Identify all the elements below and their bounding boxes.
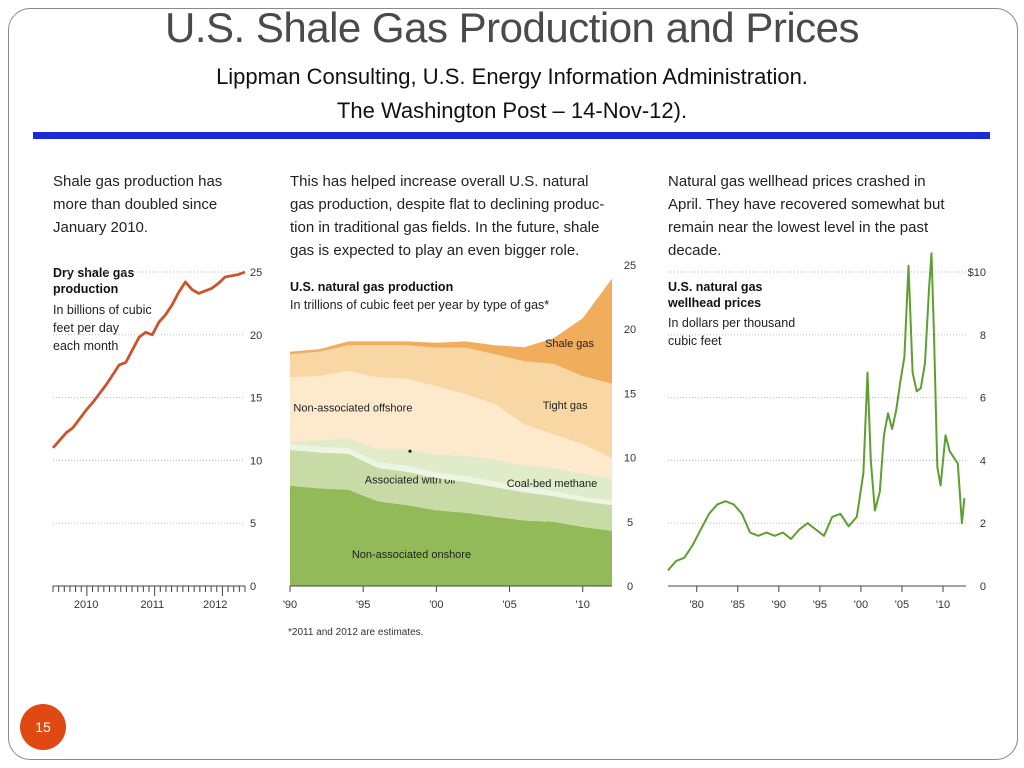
- area-alaska: [290, 444, 612, 506]
- shale-chart-subtitle: In billions of cubic feet per day each m…: [53, 301, 152, 355]
- y-tick-label: 8: [980, 330, 986, 342]
- y-tick-label: 15: [250, 393, 262, 405]
- x-tick-label: '95: [813, 599, 827, 611]
- x-tick-label: '05: [895, 599, 909, 611]
- prices-title-line: U.S. natural gas: [668, 280, 763, 294]
- shale-caption-line: more than doubled since: [53, 196, 218, 213]
- series-label: Non-associated offshore: [293, 402, 412, 414]
- series-label: Non-associated onshore: [352, 549, 471, 561]
- series-label: Associated with oil: [365, 474, 456, 486]
- x-tick-label: '95: [356, 599, 370, 611]
- x-tick-label: '90: [772, 599, 786, 611]
- prices-caption-line: April. They have recovered somewhat but: [668, 196, 945, 213]
- total-caption: This has helped increase overall U.S. na…: [290, 170, 604, 262]
- shale-subtitle-line: In billions of cubic: [53, 303, 152, 317]
- y-tick-label: 15: [624, 388, 636, 400]
- area-shale-gas: [290, 278, 612, 384]
- prices-caption: Natural gas wellhead prices crashed in A…: [668, 170, 945, 262]
- y-tick-label: 2: [980, 518, 986, 530]
- prices-subtitle-line: In dollars per thousand: [668, 316, 796, 330]
- y-tick-label: 10: [250, 455, 262, 467]
- x-tick-label: 2011: [140, 599, 164, 611]
- series-label: Tight gas: [543, 400, 588, 412]
- shale-caption-line: January 2010.: [53, 219, 149, 236]
- x-tick-label: '05: [502, 599, 516, 611]
- wellhead-price-line: [667, 252, 966, 571]
- y-tick-label: 4: [980, 455, 986, 467]
- slide-subtitle-line2: The Washington Post – 14-Nov-12).: [336, 98, 688, 123]
- alaska-marker: [408, 449, 412, 453]
- y-tick-label: 25: [250, 267, 262, 279]
- x-tick-label: '80: [690, 599, 704, 611]
- y-tick-label: $10: [968, 267, 986, 279]
- total-caption-line: gas production, despite flat to declinin…: [290, 196, 605, 213]
- shale-caption: Shale gas production has more than doubl…: [53, 170, 222, 239]
- x-tick-label: '00: [854, 599, 868, 611]
- total-caption-line: This has helped increase overall U.S. na…: [290, 173, 589, 190]
- area-coal-bed-methane: [290, 437, 612, 501]
- shale-production-line: [51, 270, 246, 449]
- total-caption-line: tion in traditional gas fields. In the f…: [290, 219, 600, 236]
- x-tick-label: '00: [429, 599, 443, 611]
- shale-caption-line: Shale gas production has: [53, 173, 223, 190]
- y-tick-label: 0: [980, 581, 986, 593]
- total-footnote: *2011 and 2012 are estimates.: [288, 627, 424, 638]
- y-tick-label: 0: [627, 581, 633, 593]
- prices-caption-line: decade.: [668, 242, 722, 259]
- shale-chart-title: Dry shale gas production: [53, 265, 134, 297]
- y-tick-label: 5: [627, 517, 633, 529]
- x-tick-label: '85: [731, 599, 745, 611]
- shale-subtitle-line: feet per day: [53, 321, 120, 335]
- shale-title-line: production: [53, 282, 119, 296]
- prices-caption-line: remain near the lowest level in the past: [668, 219, 929, 236]
- prices-chart-title: U.S. natural gas wellhead prices: [668, 279, 762, 311]
- slide-subtitle-line1: Lippman Consulting, U.S. Energy Informat…: [216, 64, 808, 89]
- total-caption-line: gas is expected to play an even bigger r…: [290, 242, 580, 259]
- prices-subtitle-line: cubic feet: [668, 334, 722, 348]
- prices-caption-line: Natural gas wellhead prices crashed in: [668, 173, 926, 190]
- total-chart-title: U.S. natural gas production: [290, 280, 454, 294]
- prices-title-line: wellhead prices: [668, 296, 762, 310]
- y-tick-label: 20: [624, 324, 636, 336]
- series-label: Shale gas: [545, 338, 594, 350]
- y-tick-label: 5: [250, 518, 256, 530]
- y-tick-label: 10: [624, 453, 636, 465]
- title-rule: [33, 132, 990, 139]
- x-tick-label: 2010: [74, 599, 98, 611]
- page-number-badge: 15: [20, 704, 66, 750]
- area-tight-gas: [290, 345, 612, 459]
- slide-title: U.S. Shale Gas Production and Prices: [164, 4, 860, 51]
- y-tick-label: 6: [980, 393, 986, 405]
- area-non-associated-offshore: [290, 370, 612, 479]
- prices-chart-subtitle: In dollars per thousand cubic feet: [668, 314, 795, 350]
- y-tick-label: 25: [624, 260, 636, 272]
- total-chart-subtitle: In trillions of cubic feet per year by t…: [290, 298, 550, 312]
- x-tick-label: '10: [576, 599, 590, 611]
- area-non-associated-onshore: [290, 485, 612, 586]
- shale-subtitle-line: each month: [53, 339, 119, 353]
- area-associated-with-oil: [290, 449, 612, 531]
- x-tick-label: '90: [283, 599, 297, 611]
- y-tick-label: 20: [250, 330, 262, 342]
- y-tick-label: 0: [250, 581, 256, 593]
- x-tick-label: '10: [936, 599, 950, 611]
- series-label: Coal-bed methane: [507, 478, 598, 490]
- x-tick-label: 2012: [203, 599, 227, 611]
- shale-title-line: Dry shale gas: [53, 266, 135, 280]
